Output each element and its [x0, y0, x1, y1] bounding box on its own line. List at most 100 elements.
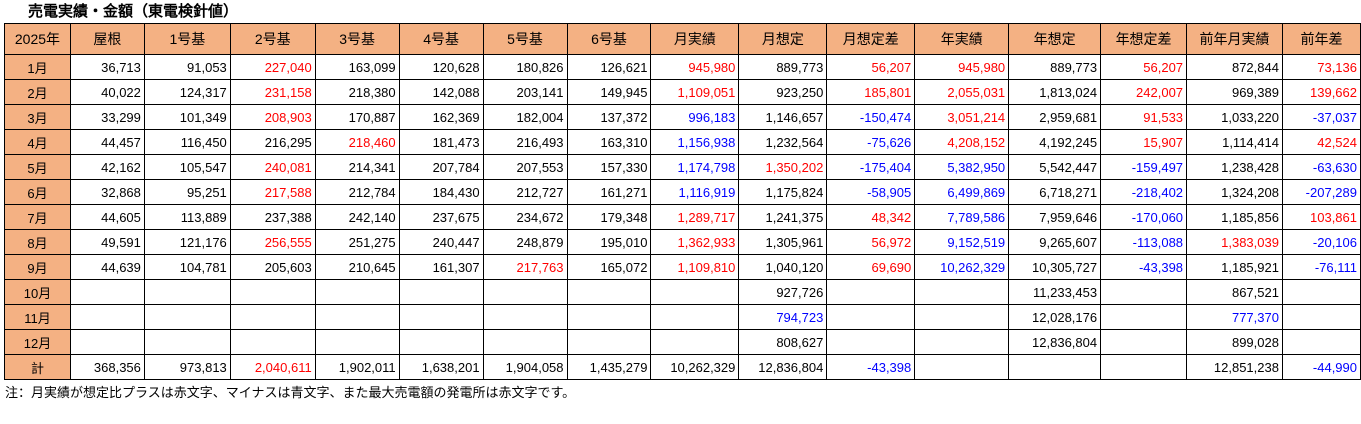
- data-cell[interactable]: -150,474: [826, 104, 916, 130]
- data-cell[interactable]: 124,317: [143, 79, 231, 105]
- month-cell[interactable]: 計: [4, 354, 71, 380]
- data-cell[interactable]: [1100, 354, 1188, 380]
- data-cell[interactable]: [314, 279, 400, 305]
- header-cell-3[interactable]: 2号基: [229, 23, 316, 55]
- data-cell[interactable]: 162,369: [398, 104, 484, 130]
- data-cell[interactable]: 56,207: [826, 54, 916, 80]
- header-cell-14[interactable]: 前年月実績: [1186, 23, 1283, 55]
- data-cell[interactable]: 104,781: [143, 254, 231, 280]
- data-cell[interactable]: [650, 329, 740, 355]
- data-cell[interactable]: 217,588: [229, 179, 316, 205]
- data-cell[interactable]: [914, 329, 1010, 355]
- data-cell[interactable]: 1,305,961: [738, 229, 828, 255]
- month-cell[interactable]: 8月: [4, 229, 71, 255]
- data-cell[interactable]: -20,106: [1281, 229, 1361, 255]
- data-cell[interactable]: 899,028: [1186, 329, 1283, 355]
- data-cell[interactable]: 2,040,611: [229, 354, 316, 380]
- data-cell[interactable]: 157,330: [566, 154, 652, 180]
- data-cell[interactable]: 42,162: [69, 154, 145, 180]
- data-cell[interactable]: 1,185,921: [1186, 254, 1283, 280]
- data-cell[interactable]: 969,389: [1186, 79, 1283, 105]
- data-cell[interactable]: 207,784: [398, 154, 484, 180]
- data-cell[interactable]: [826, 304, 916, 330]
- data-cell[interactable]: 231,158: [229, 79, 316, 105]
- data-cell[interactable]: 248,879: [482, 229, 568, 255]
- data-cell[interactable]: 889,773: [738, 54, 828, 80]
- header-cell-12[interactable]: 年想定: [1008, 23, 1102, 55]
- data-cell[interactable]: 48,342: [826, 204, 916, 230]
- month-cell[interactable]: 9月: [4, 254, 71, 280]
- data-cell[interactable]: 1,033,220: [1186, 104, 1283, 130]
- data-cell[interactable]: 1,040,120: [738, 254, 828, 280]
- data-cell[interactable]: 7,789,586: [914, 204, 1010, 230]
- data-cell[interactable]: 7,959,646: [1008, 204, 1102, 230]
- data-cell[interactable]: 161,271: [566, 179, 652, 205]
- data-cell[interactable]: 42,524: [1281, 129, 1361, 155]
- data-cell[interactable]: 56,972: [826, 229, 916, 255]
- data-cell[interactable]: 973,813: [143, 354, 231, 380]
- data-cell[interactable]: 945,980: [650, 54, 740, 80]
- data-cell[interactable]: 207,553: [482, 154, 568, 180]
- data-cell[interactable]: -75,626: [826, 129, 916, 155]
- data-cell[interactable]: [650, 279, 740, 305]
- header-cell-year[interactable]: 2025年: [4, 23, 71, 55]
- data-cell[interactable]: [566, 329, 652, 355]
- data-cell[interactable]: [314, 304, 400, 330]
- data-cell[interactable]: 1,241,375: [738, 204, 828, 230]
- data-cell[interactable]: 368,356: [69, 354, 145, 380]
- data-cell[interactable]: 36,713: [69, 54, 145, 80]
- data-cell[interactable]: 2,055,031: [914, 79, 1010, 105]
- header-cell-8[interactable]: 月実績: [650, 23, 740, 55]
- data-cell[interactable]: 139,662: [1281, 79, 1361, 105]
- data-cell[interactable]: [826, 329, 916, 355]
- data-cell[interactable]: 32,868: [69, 179, 145, 205]
- data-cell[interactable]: 12,028,176: [1008, 304, 1102, 330]
- data-cell[interactable]: 216,295: [229, 129, 316, 155]
- data-cell[interactable]: -58,905: [826, 179, 916, 205]
- data-cell[interactable]: 33,299: [69, 104, 145, 130]
- data-cell[interactable]: [229, 279, 316, 305]
- data-cell[interactable]: 6,499,869: [914, 179, 1010, 205]
- data-cell[interactable]: 40,022: [69, 79, 145, 105]
- data-cell[interactable]: -170,060: [1100, 204, 1188, 230]
- data-cell[interactable]: [914, 279, 1010, 305]
- data-cell[interactable]: 1,175,824: [738, 179, 828, 205]
- data-cell[interactable]: 227,040: [229, 54, 316, 80]
- data-cell[interactable]: [482, 279, 568, 305]
- data-cell[interactable]: -159,497: [1100, 154, 1188, 180]
- data-cell[interactable]: 216,493: [482, 129, 568, 155]
- data-cell[interactable]: 195,010: [566, 229, 652, 255]
- data-cell[interactable]: 1,383,039: [1186, 229, 1283, 255]
- data-cell[interactable]: 1,232,564: [738, 129, 828, 155]
- month-cell[interactable]: 6月: [4, 179, 71, 205]
- data-cell[interactable]: 1,185,856: [1186, 204, 1283, 230]
- data-cell[interactable]: 1,289,717: [650, 204, 740, 230]
- data-cell[interactable]: [566, 279, 652, 305]
- data-cell[interactable]: [398, 304, 484, 330]
- data-cell[interactable]: [69, 279, 145, 305]
- data-cell[interactable]: 923,250: [738, 79, 828, 105]
- data-cell[interactable]: 240,081: [229, 154, 316, 180]
- data-cell[interactable]: 1,109,051: [650, 79, 740, 105]
- data-cell[interactable]: [1281, 329, 1361, 355]
- data-cell[interactable]: 12,851,238: [1186, 354, 1283, 380]
- data-cell[interactable]: 237,675: [398, 204, 484, 230]
- month-cell[interactable]: 10月: [4, 279, 71, 305]
- month-cell[interactable]: 7月: [4, 204, 71, 230]
- data-cell[interactable]: 12,836,804: [1008, 329, 1102, 355]
- data-cell[interactable]: 180,826: [482, 54, 568, 80]
- data-cell[interactable]: -207,289: [1281, 179, 1361, 205]
- data-cell[interactable]: 218,380: [314, 79, 400, 105]
- data-cell[interactable]: -43,398: [1100, 254, 1188, 280]
- month-cell[interactable]: 12月: [4, 329, 71, 355]
- data-cell[interactable]: 4,192,245: [1008, 129, 1102, 155]
- header-cell-11[interactable]: 年実績: [914, 23, 1010, 55]
- header-cell-4[interactable]: 3号基: [314, 23, 400, 55]
- data-cell[interactable]: -37,037: [1281, 104, 1361, 130]
- data-cell[interactable]: 1,904,058: [482, 354, 568, 380]
- data-cell[interactable]: [482, 329, 568, 355]
- header-cell-15[interactable]: 前年差: [1281, 23, 1361, 55]
- data-cell[interactable]: 237,388: [229, 204, 316, 230]
- month-cell[interactable]: 2月: [4, 79, 71, 105]
- data-cell[interactable]: [143, 279, 231, 305]
